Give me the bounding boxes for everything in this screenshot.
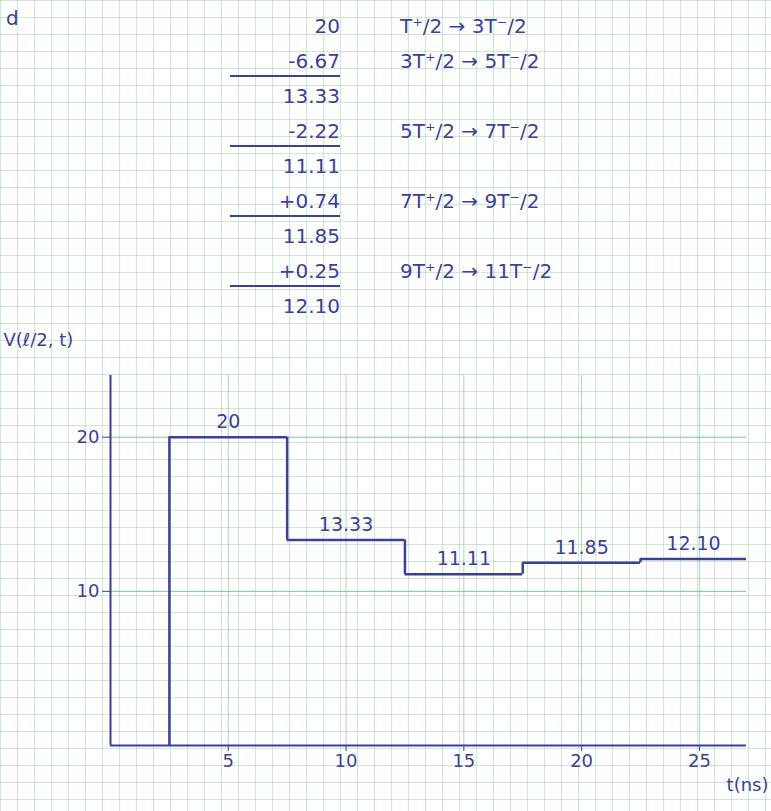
html-text:5T⁺/2 → 7T⁻/2: 5T⁺/2 → 7T⁻/2	[400, 119, 540, 143]
svg-text:15: 15	[452, 750, 475, 771]
html-text:11.11: 11.11	[282, 154, 340, 178]
html-text:11.85: 11.85	[282, 224, 340, 248]
svg-text:11.85: 11.85	[554, 536, 608, 558]
html-text:3T⁺/2 → 5T⁻/2: 3T⁺/2 → 5T⁻/2	[400, 49, 540, 73]
svg-text:t(ns): t(ns)	[727, 774, 769, 795]
html-text:9T⁺/2 → 11T⁻/2: 9T⁺/2 → 11T⁻/2	[400, 259, 553, 283]
html-text:+0.25: +0.25	[278, 259, 340, 283]
html-text:-2.22: -2.22	[288, 119, 340, 143]
html-text:12.10: 12.10	[282, 294, 340, 318]
svg-text:20: 20	[77, 426, 100, 447]
html-text:13.33: 13.33	[282, 84, 340, 108]
svg-text:25: 25	[688, 750, 711, 771]
svg-text:V(ℓ/2, t): V(ℓ/2, t)	[4, 330, 74, 350]
html-text:7T⁺/2 → 9T⁻/2: 7T⁺/2 → 9T⁻/2	[400, 189, 540, 213]
svg-text:10: 10	[77, 580, 100, 601]
html-text:+0.74: +0.74	[278, 189, 340, 213]
html-text:20: 20	[314, 14, 340, 38]
html-text:T⁺/2 → 3T⁻/2: T⁺/2 → 3T⁻/2	[400, 14, 527, 38]
svg-text:20: 20	[216, 410, 240, 432]
html-text:d: d	[6, 6, 19, 30]
svg-text:11.11: 11.11	[437, 547, 491, 569]
svg-text:10: 10	[335, 750, 358, 771]
svg-text:12.10: 12.10	[666, 532, 720, 554]
svg-text:5: 5	[223, 750, 234, 771]
svg-text:13.33: 13.33	[319, 513, 373, 535]
svg-text:20: 20	[570, 750, 593, 771]
html-text:-6.67: -6.67	[288, 49, 340, 73]
